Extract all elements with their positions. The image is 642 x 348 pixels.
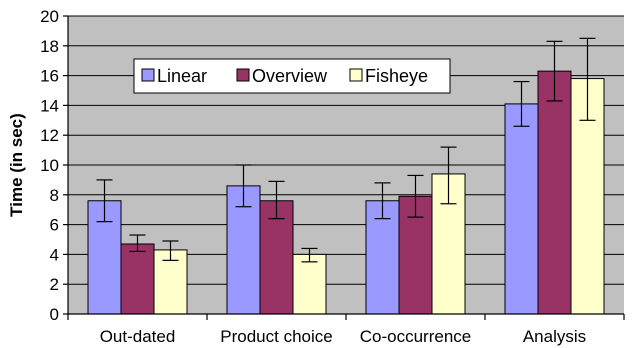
error-bar-fisheye-co-occurrence	[440, 146, 457, 205]
error-bar-fisheye-product-choice	[301, 247, 318, 263]
legend-swatch-fisheye	[349, 68, 363, 82]
y-tick-label: 2	[50, 275, 59, 294]
x-tick-label-product-choice: Product choice	[220, 327, 332, 346]
y-axis-title: Time (in sec)	[7, 113, 26, 217]
legend-label-linear: Linear	[157, 66, 207, 86]
x-tick-label-analysis: Analysis	[523, 327, 586, 346]
error-bar-fisheye-analysis	[579, 37, 596, 121]
y-tick-label: 10	[40, 156, 59, 175]
y-tick-label: 14	[40, 96, 59, 115]
y-tick-label: 20	[40, 7, 59, 26]
error-bar-linear-product-choice	[235, 164, 252, 208]
error-bar-overview-product-choice	[268, 180, 285, 220]
x-tick-label-co-occurrence: Co-occurrence	[360, 327, 472, 346]
axes	[63, 15, 625, 320]
y-tick-label: 0	[50, 305, 59, 324]
error-bar-overview-analysis	[546, 40, 563, 102]
legend-label-fisheye: Fisheye	[365, 66, 428, 86]
legend-swatch-linear	[141, 68, 155, 82]
y-tick-label: 16	[40, 67, 59, 86]
bar-overview-product-choice	[259, 200, 294, 315]
y-tick-label: 6	[50, 216, 59, 235]
bar-linear-co-occurrence	[365, 200, 400, 315]
error-bar-linear-out-dated	[96, 179, 113, 223]
error-bar-linear-co-occurrence	[374, 182, 391, 220]
legend-box	[133, 58, 451, 94]
legend-swatch-overview	[236, 68, 250, 82]
y-tick-label: 18	[40, 37, 59, 56]
legend-label-overview: Overview	[252, 66, 328, 86]
x-tick-label-out-dated: Out-dated	[100, 327, 176, 346]
y-tick-label: 12	[40, 126, 59, 145]
y-tick-label: 8	[50, 186, 59, 205]
error-bar-overview-co-occurrence	[407, 174, 424, 218]
y-tick-label: 4	[50, 245, 59, 264]
bar-fisheye-product-choice	[292, 253, 327, 315]
bar-linear-analysis	[504, 103, 539, 315]
error-bars	[96, 37, 596, 263]
error-bar-fisheye-out-dated	[162, 240, 179, 261]
error-bar-linear-analysis	[513, 80, 530, 127]
y-tick-labels: 0 2 4 6 8 10 12 14 16 18 20	[40, 7, 59, 324]
error-bar-overview-out-dated	[129, 234, 146, 253]
bar-overview-out-dated	[120, 243, 155, 315]
x-tick-labels: Out-dated Product choice Co-occurrence Anal…	[100, 327, 586, 346]
bar-overview-analysis	[537, 70, 572, 315]
legend: Linear Overview Fisheye	[133, 58, 451, 94]
